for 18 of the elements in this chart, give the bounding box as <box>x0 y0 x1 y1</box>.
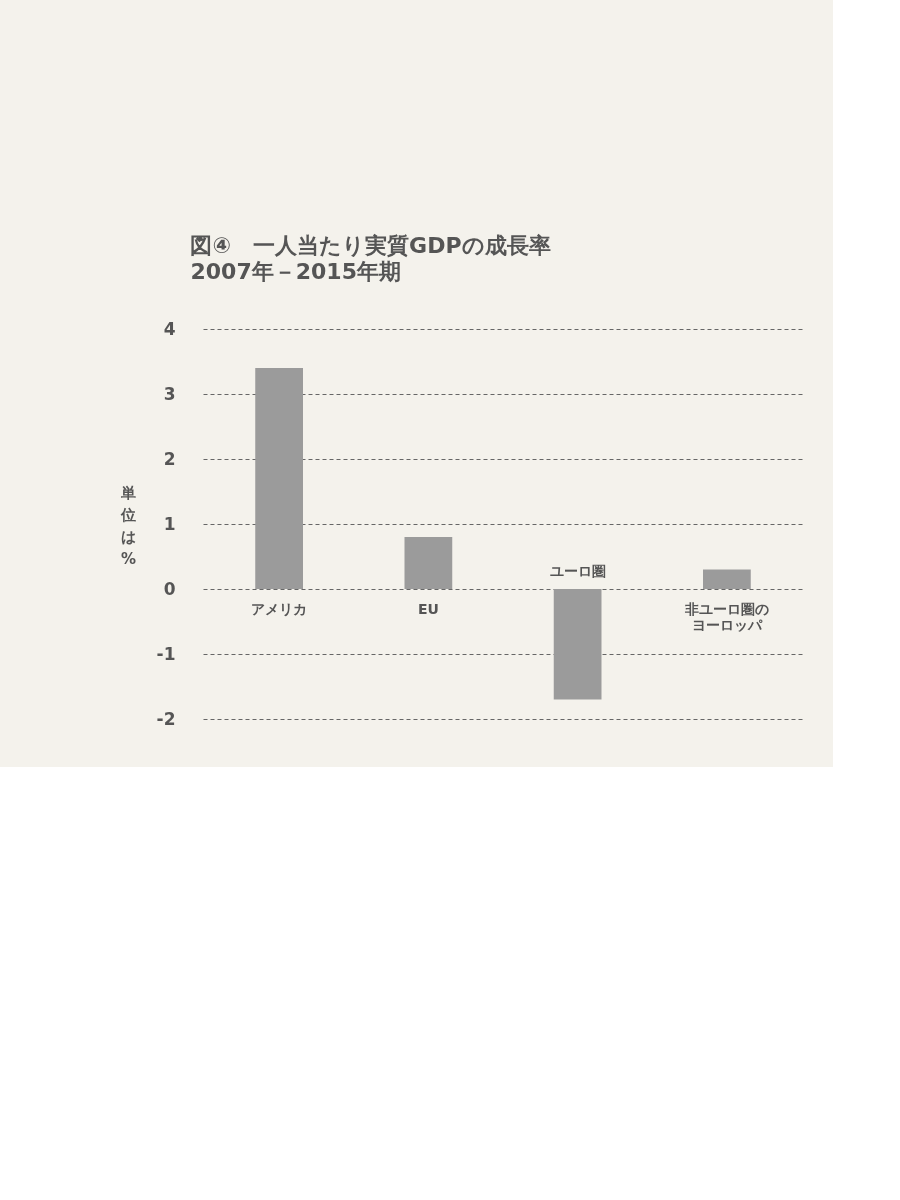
y-tick-label: 0 <box>163 578 176 599</box>
x-tick-label: アメリカ <box>251 601 308 617</box>
bar <box>553 589 602 700</box>
x-tick-label: ユーロ圏 <box>549 563 606 579</box>
chart-title: 図④ 一人当たり実質GDPの成長率 <box>190 233 551 258</box>
y-axis-title: 単位は% <box>120 484 137 569</box>
chart-subtitle: 2007年－2015年期 <box>190 259 401 284</box>
y-tick-label: 4 <box>163 318 176 339</box>
y-tick-label: 2 <box>163 448 176 469</box>
y-tick-label: -2 <box>156 708 176 729</box>
x-tick-label: 非ユーロ圏のヨーロッパ <box>683 601 769 633</box>
y-tick-label: 3 <box>163 383 176 404</box>
bar <box>404 537 453 589</box>
y-tick-label: 1 <box>163 513 176 534</box>
y-tick-label: -1 <box>156 643 176 664</box>
bar <box>703 569 751 589</box>
bar <box>255 368 303 589</box>
x-tick-label: EU <box>417 601 439 617</box>
